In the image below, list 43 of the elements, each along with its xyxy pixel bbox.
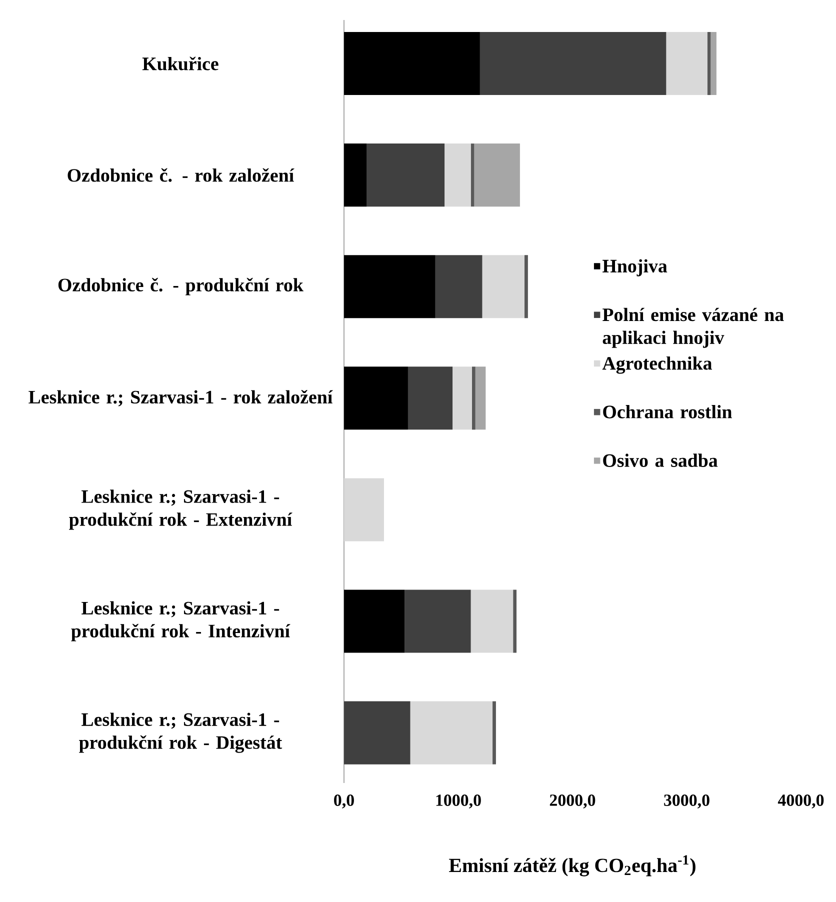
- bar: [344, 366, 408, 430]
- bar: [524, 255, 528, 318]
- bar: [452, 366, 472, 430]
- legend-label: Osivo a sadba: [603, 454, 718, 467]
- bar: [474, 144, 520, 207]
- bar: [344, 590, 405, 653]
- legend-label: Polní emise vázané na aplikaci hnojiv: [602, 308, 784, 348]
- x-tick-label: 3000,0: [664, 794, 710, 808]
- bar: [710, 32, 716, 96]
- bar: [344, 255, 436, 318]
- bar: [482, 255, 525, 318]
- bar: [470, 590, 514, 653]
- x-tick-label: 2000,0: [550, 794, 596, 808]
- bar: [344, 32, 480, 96]
- bar: [472, 366, 476, 430]
- legend-label: Hnojiva: [602, 259, 668, 276]
- y-tick-label: Ozdobnice č. - rok založení: [68, 168, 294, 182]
- x-tick-label: 4000,0: [778, 794, 824, 808]
- y-tick-label: Lesknice r.; Szarvasi-1 - rok založení: [28, 390, 333, 406]
- bar: [435, 255, 482, 318]
- bar: [404, 590, 471, 653]
- bar: [344, 478, 384, 542]
- bar: [366, 144, 445, 207]
- bar: [408, 366, 453, 430]
- legend-label: Agrotechnika: [602, 356, 712, 374]
- bar: [513, 590, 517, 653]
- x-tick-label: 1000,0: [436, 794, 481, 808]
- bar: [475, 366, 486, 430]
- bar: [480, 32, 666, 96]
- x-tick-label: 0,0: [334, 794, 354, 808]
- y-tick-label: Lesknice r.; Szarvasi-1 - produkční rok - Extenzivní: [69, 490, 292, 530]
- y-tick-label: Lesknice r.; Szarvasi-1 - produkční rok - Digestát: [79, 712, 282, 753]
- bar: [444, 144, 471, 207]
- bar: [344, 144, 367, 207]
- y-tick-label: Kukuřice: [142, 56, 218, 70]
- y-tick-label: Lesknice r.; Szarvasi-1 - produkční rok - Intenzivní: [71, 601, 290, 642]
- bar: [666, 32, 708, 96]
- y-tick-label: Ozdobnice č. - produkční rok: [58, 278, 304, 296]
- bar: [492, 701, 496, 764]
- bar: [344, 701, 410, 764]
- bar: [410, 701, 493, 764]
- x-axis-title: Emisní zátěž (kg CO$_{2}$eq.ha$^{-1}$): [449, 855, 696, 876]
- legend-label: Ochrana rostlin: [603, 405, 732, 418]
